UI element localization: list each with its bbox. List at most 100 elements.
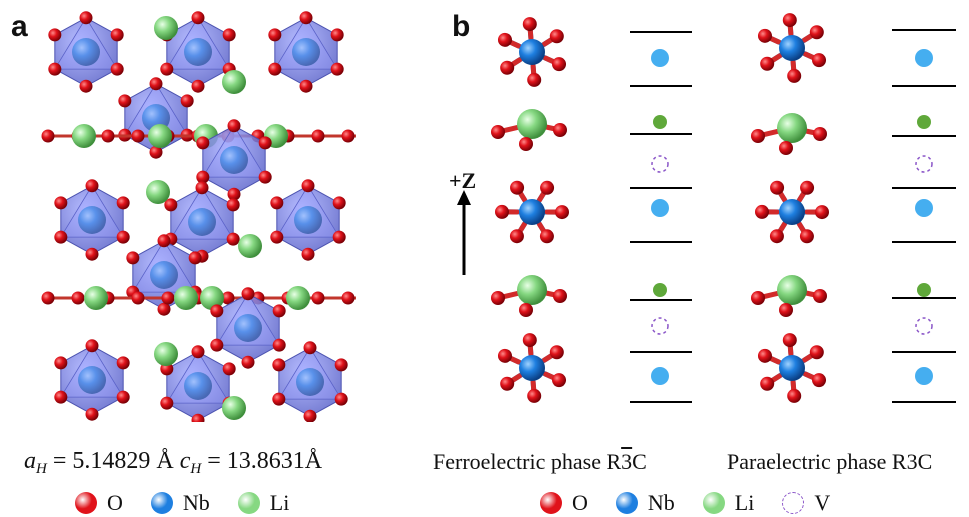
ferroelectric-stack xyxy=(630,31,692,403)
legend-swatch-o xyxy=(540,492,562,514)
legend-swatch-v xyxy=(782,492,805,514)
octahedron xyxy=(54,179,130,261)
legend-swatch-nb xyxy=(615,492,638,514)
oxygen-atom xyxy=(760,56,775,71)
oxygen-atom xyxy=(760,376,775,391)
oxygen-atom xyxy=(272,304,286,318)
oxygen-atom xyxy=(196,136,210,150)
oxygen-atom xyxy=(149,145,163,159)
lithium-atom xyxy=(777,275,807,305)
lithium-atom xyxy=(72,124,96,148)
oxygen-atom xyxy=(131,129,145,143)
oxygen-atom xyxy=(527,388,542,403)
lithium-atom xyxy=(146,180,170,204)
oxygen-atom xyxy=(160,62,174,76)
oxygen-atom xyxy=(519,303,533,317)
niobium-atom xyxy=(519,355,545,381)
niobium-atom xyxy=(292,38,320,66)
oxygen-atom xyxy=(227,119,241,133)
oxygen-atom xyxy=(799,229,814,244)
lio-cluster xyxy=(751,113,827,155)
legend-b: O Nb Li V xyxy=(540,491,830,515)
oxygen-atom xyxy=(270,196,284,210)
niobium-atom xyxy=(188,208,216,236)
oxygen-atom xyxy=(500,60,515,75)
oxygen-atom xyxy=(272,338,286,352)
oxygen-atom xyxy=(221,291,235,305)
oxygen-atom xyxy=(301,247,315,261)
ferroelectric-phase-label: Ferroelectric phase R3C xyxy=(433,450,647,474)
oxygen-atom xyxy=(210,304,224,318)
lithium-atom xyxy=(148,124,172,148)
oxygen-atom xyxy=(522,333,537,348)
oxygen-atom xyxy=(164,198,178,212)
lithium-atom xyxy=(777,113,807,143)
octahedron xyxy=(270,179,346,261)
oxygen-atom xyxy=(334,392,348,406)
oxygen-atom xyxy=(332,230,346,244)
c-subscript: H xyxy=(190,461,202,477)
oxygen-atom xyxy=(782,333,797,348)
niobium-atom xyxy=(779,355,805,381)
oxygen-atom xyxy=(303,341,317,355)
oxygen-atom xyxy=(497,348,512,363)
lithium-atom xyxy=(517,275,547,305)
a-value: = 5.14829 Å xyxy=(46,448,180,474)
oxygen-atom xyxy=(116,390,130,404)
c-value: = 13.8631Å xyxy=(201,448,323,474)
oxygen-atom xyxy=(311,291,325,305)
niobium-atom xyxy=(184,38,212,66)
niobium-site xyxy=(651,49,669,67)
lithium-site xyxy=(653,283,667,297)
niobium-site xyxy=(915,199,933,217)
ferroelectric-overbar-digit: 3 xyxy=(621,449,633,474)
oxygen-atom xyxy=(116,230,130,244)
lithium-atom xyxy=(222,396,246,420)
legend-label-nb: Nb xyxy=(182,490,210,515)
octahedron xyxy=(196,119,272,201)
lio-cluster xyxy=(751,275,827,317)
octahedron xyxy=(160,11,236,93)
niobium-atom xyxy=(779,35,805,61)
niobium-atom xyxy=(519,199,545,225)
oxygen-atom xyxy=(509,229,524,244)
oxygen-atom xyxy=(157,302,171,316)
oxygen-atom xyxy=(522,17,537,32)
oxygen-atom xyxy=(191,413,205,422)
nbo6-cluster xyxy=(497,17,567,87)
legend-swatch-li xyxy=(237,492,260,514)
oxygen-atom xyxy=(809,345,824,360)
oxygen-atom xyxy=(48,28,62,42)
niobium-site xyxy=(651,199,669,217)
oxygen-atom xyxy=(268,28,282,42)
panel-b-label: b xyxy=(452,10,471,43)
oxygen-atom xyxy=(552,373,567,388)
legend-label-v: V xyxy=(814,490,831,515)
a-symbol: a xyxy=(24,448,36,474)
oxygen-atom xyxy=(303,409,317,422)
oxygen-atom xyxy=(54,390,68,404)
oxygen-atom xyxy=(782,13,797,28)
oxygen-atom xyxy=(85,407,99,421)
niobium-atom xyxy=(78,366,106,394)
z-axis-label: +Z xyxy=(449,168,477,193)
niobium-atom xyxy=(220,146,248,174)
niobium-site xyxy=(651,367,669,385)
lattice-parameters: aH = 5.14829 Å cH = 13.8631Å xyxy=(24,448,322,482)
oxygen-atom xyxy=(110,28,124,42)
oxygen-atom xyxy=(554,205,569,220)
octahedron xyxy=(54,339,130,421)
nbo6-cluster xyxy=(495,180,569,244)
oxygen-atom xyxy=(222,362,236,376)
oxygen-atom xyxy=(126,251,140,265)
oxygen-atom xyxy=(191,345,205,359)
octahedron xyxy=(268,11,344,93)
lithium-site xyxy=(653,115,667,129)
oxygen-atom xyxy=(110,62,124,76)
oxygen-atom xyxy=(787,388,802,403)
oxygen-atom xyxy=(311,129,325,143)
lithium-atom xyxy=(84,286,108,310)
legend-label-li: Li xyxy=(269,490,290,515)
nbo6-cluster xyxy=(757,333,827,403)
oxygen-atom xyxy=(54,230,68,244)
